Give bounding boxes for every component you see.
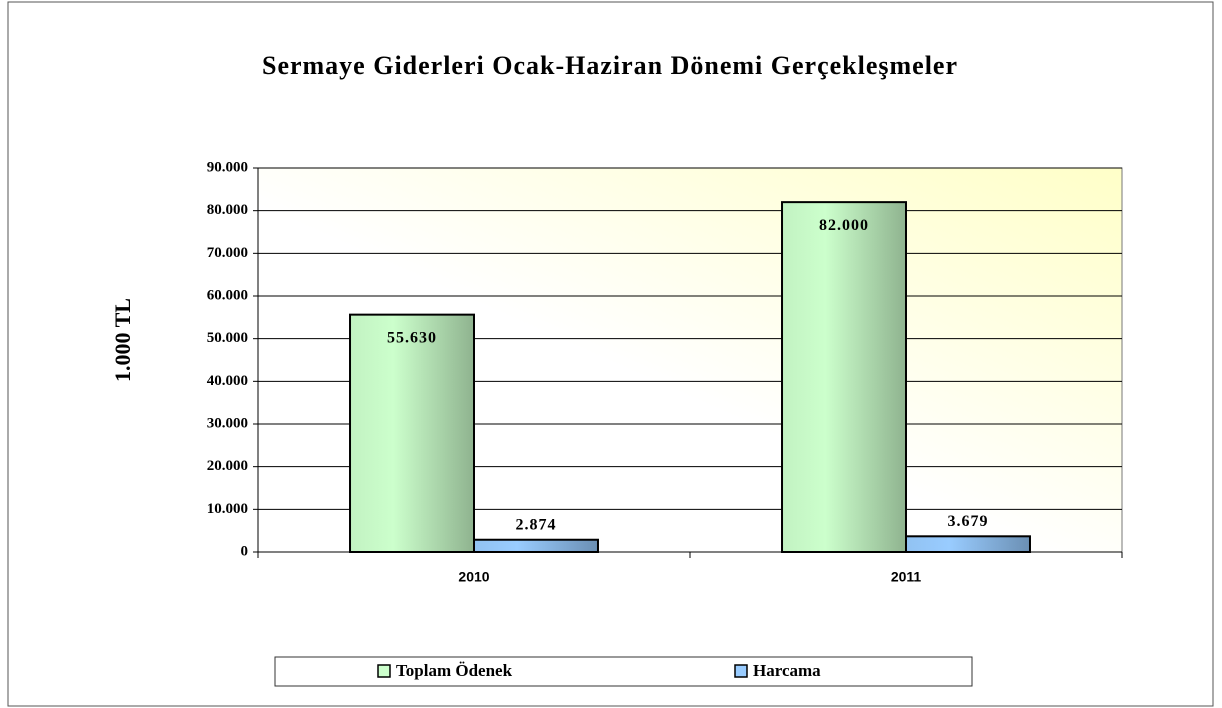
legend-box [274, 656, 973, 687]
y-tick-label: 40.000 [207, 373, 248, 389]
y-tick-label: 10.000 [207, 501, 248, 517]
y-tick-label: 20.000 [207, 458, 248, 474]
data-label: 2.874 [515, 516, 556, 533]
y-tick-label: 70.000 [207, 245, 248, 261]
y-tick-label: 90.000 [207, 159, 248, 175]
bar [349, 313, 475, 553]
bar [781, 201, 907, 553]
legend-label: Toplam Ödenek [396, 661, 513, 680]
data-label: 55.630 [387, 329, 437, 346]
legend-label: Harcama [753, 661, 821, 680]
y-axis-label: 1.000 TL [110, 298, 135, 382]
x-tick-label: 2010 [458, 569, 489, 585]
y-tick-label: 80.000 [207, 202, 248, 218]
bar [905, 535, 1031, 553]
y-tick-label: 0 [241, 543, 249, 559]
data-label: 3.679 [947, 513, 988, 530]
legend-swatch [734, 664, 748, 678]
bar [473, 538, 599, 554]
chart-title: Sermaye Giderleri Ocak-Haziran Dönemi Ge… [262, 51, 958, 80]
y-tick-label: 50.000 [207, 330, 248, 346]
x-tick-label: 2011 [891, 569, 922, 585]
y-tick-label: 30.000 [207, 415, 248, 431]
y-tick-label: 60.000 [207, 287, 248, 303]
legend-swatch [377, 664, 391, 678]
data-label: 82.000 [819, 217, 869, 234]
